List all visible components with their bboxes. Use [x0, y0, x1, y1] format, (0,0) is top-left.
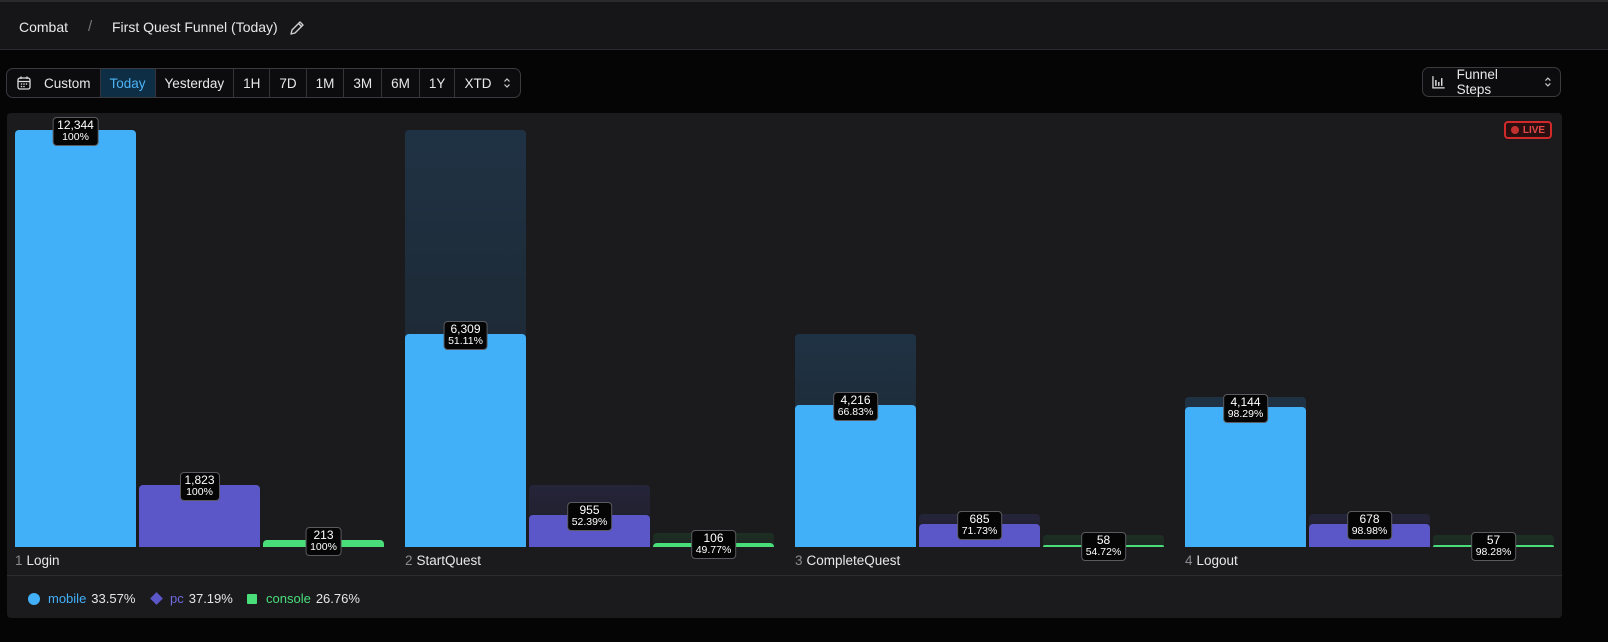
data-label: 6,309 51.11%	[443, 320, 488, 350]
legend-item-console[interactable]: console 26.76%	[247, 591, 360, 606]
live-label: LIVE	[1522, 124, 1546, 136]
range-1m[interactable]: 1M	[307, 69, 345, 97]
breadcrumb-separator: /	[88, 18, 93, 35]
step-label-startquest: 2 StartQuest	[405, 553, 481, 568]
data-label-percent: 51.11%	[448, 334, 483, 347]
data-label-value: 955	[579, 502, 600, 517]
chevron-updown-icon	[1545, 77, 1551, 87]
funnel-view-select[interactable]: Funnel Steps	[1422, 67, 1561, 97]
legend-name: mobile	[48, 591, 87, 606]
data-label-percent: 98.28%	[1475, 546, 1512, 559]
data-label-value: 213	[313, 527, 334, 542]
data-label-percent: 100%	[186, 486, 213, 499]
legend-item-pc[interactable]: pc 37.19%	[150, 591, 233, 606]
bar-chart-icon	[1432, 76, 1445, 89]
step-label-completequest: 3 CompleteQuest	[795, 553, 900, 568]
funnel-view-label: Funnel Steps	[1456, 67, 1498, 97]
data-label: 4,216 66.83%	[832, 391, 879, 421]
data-label: 955 52.39%	[566, 501, 613, 531]
data-label: 213 100%	[305, 526, 342, 556]
range-today[interactable]: Today	[100, 69, 156, 97]
funnel-bar-mobile[interactable]	[15, 130, 136, 547]
range-7d[interactable]: 7D	[270, 69, 307, 97]
range-6m[interactable]: 6M	[382, 69, 420, 97]
legend-divider	[7, 575, 1562, 576]
legend-share: 26.76%	[315, 591, 360, 606]
range-xtd[interactable]: XTD	[455, 69, 520, 97]
diamond-marker-icon	[150, 592, 163, 605]
legend-share: 33.57%	[91, 591, 136, 606]
data-label-value: 1,823	[184, 473, 215, 488]
data-label: 12,344 100%	[52, 117, 99, 146]
calendar-icon	[17, 76, 31, 90]
data-label: 678 98.98%	[1346, 511, 1393, 541]
top-bar: Combat / First Quest Funnel (Today)	[0, 0, 1608, 50]
data-label: 4,144 98.29%	[1222, 394, 1269, 423]
data-label: 685 71.73%	[956, 510, 1003, 540]
data-label-value: 685	[969, 511, 990, 526]
step-name: Logout	[1196, 553, 1238, 568]
data-label: 57 98.28%	[1470, 532, 1517, 562]
data-label-value: 58	[1096, 533, 1111, 548]
step-label-login: 1 Login	[15, 553, 60, 568]
data-label: 106 49.77%	[690, 530, 737, 560]
data-label-value: 6,309	[450, 321, 481, 336]
range-1h[interactable]: 1H	[234, 69, 271, 97]
data-label-value: 12,344	[57, 118, 94, 132]
data-label-value: 678	[1359, 512, 1380, 527]
legend-share: 37.19%	[188, 591, 233, 606]
data-label-percent: 100%	[310, 540, 337, 553]
range-custom-label: Custom	[44, 75, 91, 91]
data-label-percent: 100%	[62, 131, 89, 143]
data-label: 58 54.72%	[1080, 532, 1127, 562]
legend-name: pc	[170, 591, 184, 606]
step-name: Login	[26, 553, 60, 568]
funnel-bar-mobile[interactable]	[1185, 407, 1306, 547]
live-dot-icon	[1510, 126, 1519, 134]
data-label: 1,823 100%	[179, 472, 220, 502]
pencil-icon[interactable]	[288, 19, 306, 37]
data-label-percent: 98.98%	[1351, 525, 1388, 538]
range-yesterday[interactable]: Yesterday	[156, 69, 235, 97]
step-label-logout: 4 Logout	[1185, 553, 1238, 568]
chevron-updown-icon	[504, 78, 511, 88]
data-label-value: 57	[1486, 533, 1501, 548]
range-xtd-label: XTD	[464, 75, 492, 91]
data-label-percent: 54.72%	[1085, 546, 1122, 559]
legend-item-mobile[interactable]: mobile 33.57%	[28, 591, 135, 606]
data-label-percent: 66.83%	[837, 405, 874, 418]
data-label-percent: 71.73%	[961, 524, 998, 537]
data-label-value: 4,216	[840, 392, 871, 407]
step-name: StartQuest	[416, 553, 482, 568]
data-label-percent: 52.39%	[571, 515, 608, 528]
data-label-value: 106	[703, 531, 724, 546]
step-number: 4	[1185, 553, 1193, 568]
range-1y[interactable]: 1Y	[420, 69, 456, 97]
step-number: 1	[15, 553, 23, 568]
breadcrumb-root[interactable]: Combat	[19, 19, 69, 35]
data-label-percent: 98.29%	[1227, 408, 1264, 420]
funnel-bar-mobile[interactable]	[795, 404, 916, 547]
data-label-value: 4,144	[1230, 395, 1261, 409]
legend-name: console	[266, 591, 311, 606]
range-custom[interactable]: Custom	[7, 69, 101, 97]
range-3m[interactable]: 3M	[344, 69, 383, 97]
step-number: 2	[405, 553, 413, 568]
page-title: First Quest Funnel (Today)	[112, 19, 278, 35]
data-label-percent: 49.77%	[695, 544, 732, 557]
circle-marker-icon	[28, 592, 40, 605]
live-badge: LIVE	[1504, 121, 1552, 139]
step-name: CompleteQuest	[806, 553, 901, 568]
funnel-bar-mobile[interactable]	[405, 333, 526, 547]
square-marker-icon	[247, 593, 257, 604]
step-number: 3	[795, 553, 803, 568]
date-range-selector: Custom Today Yesterday 1H 7D 1M 3M 6M 1Y…	[6, 68, 522, 98]
